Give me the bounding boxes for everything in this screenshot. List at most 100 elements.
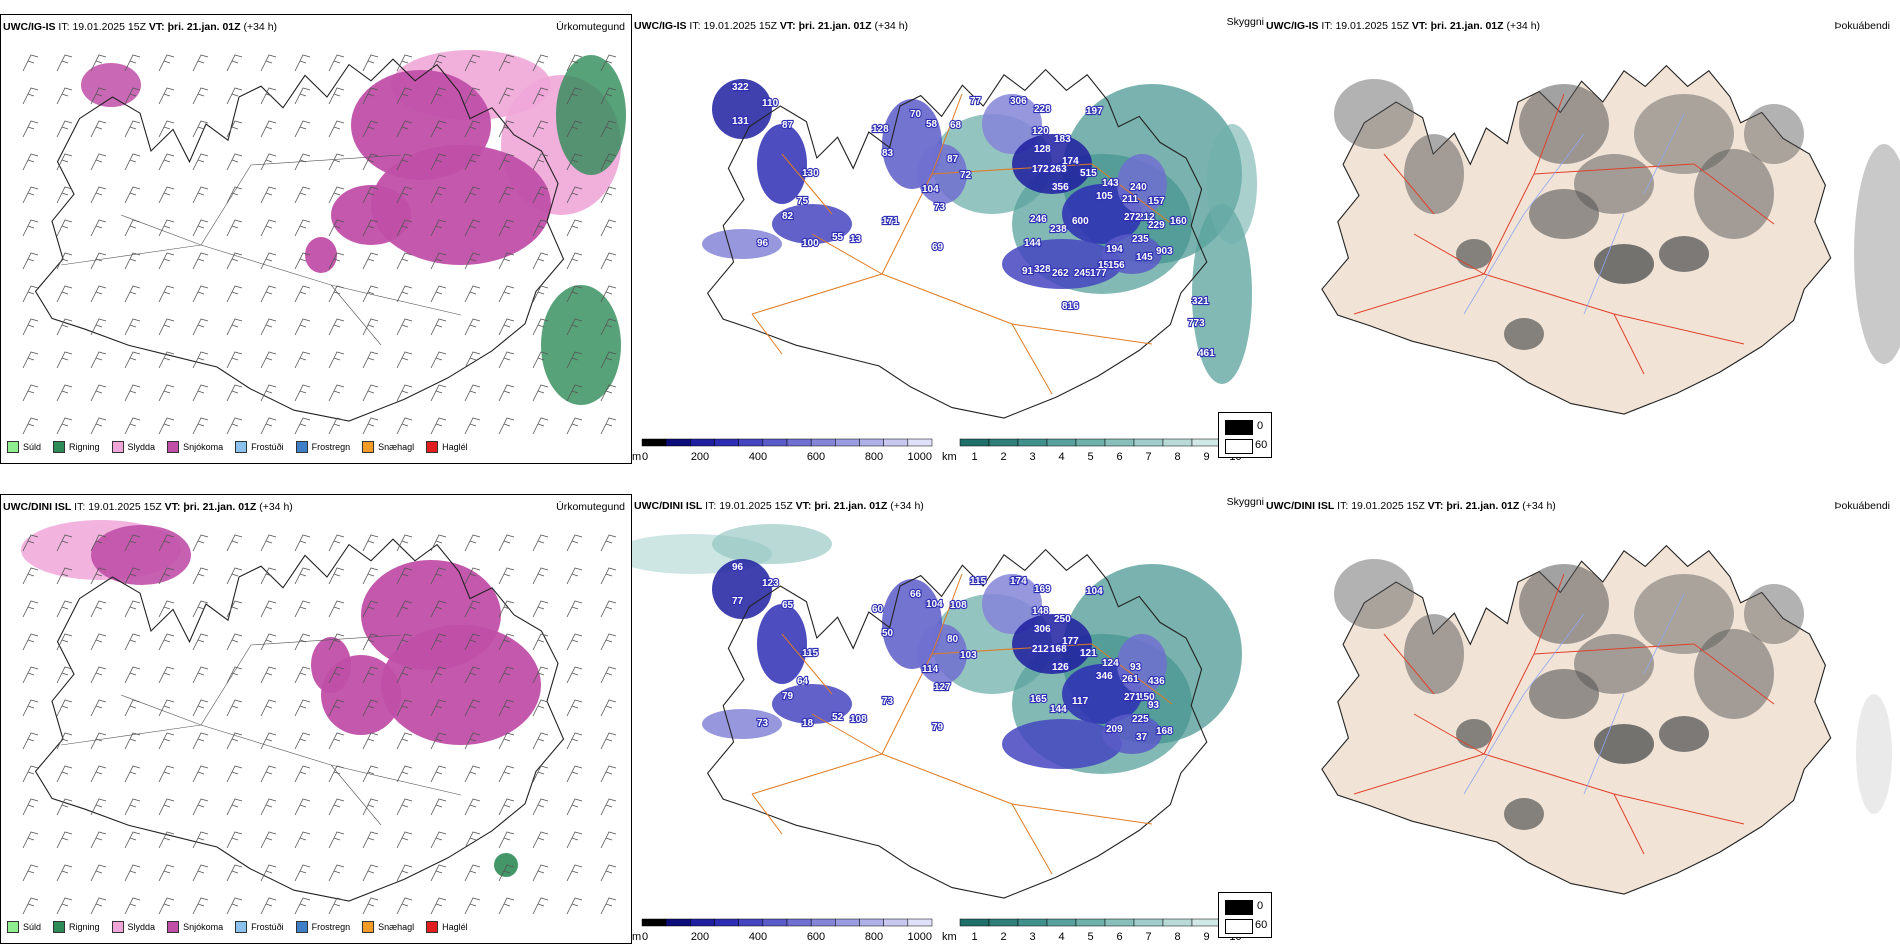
peak-label: 209 — [1106, 724, 1123, 735]
cloud-base-area — [1102, 714, 1162, 754]
wind-barb — [22, 54, 39, 72]
wind-barb — [498, 864, 515, 882]
fog-low-label: 0 — [1257, 900, 1264, 912]
colorbar-tick: 4 — [1058, 451, 1064, 463]
wind-barb — [430, 567, 447, 585]
peak-label: 73 — [882, 696, 894, 707]
road-network — [751, 93, 1173, 395]
wind-barb — [566, 534, 583, 552]
wind-barb — [532, 186, 549, 204]
river — [1523, 613, 1585, 695]
wind-barb — [260, 252, 277, 270]
wind-barb — [124, 765, 141, 783]
colorbar-segment — [883, 918, 909, 927]
wind-barb — [328, 534, 345, 552]
fog-index-panel-2: UWC/DINI ISL IT: 19.01.2025 15Z VT: þri.… — [1218, 494, 1900, 944]
wind-barb — [464, 351, 481, 369]
wind-barb — [22, 567, 39, 585]
cloud-base-area — [1117, 154, 1167, 214]
wind-barb — [158, 351, 175, 369]
colorbar-unit: m — [632, 451, 641, 463]
legend-swatch — [7, 921, 19, 933]
peak-label: 228 — [1034, 104, 1051, 115]
colorbar-unit: m — [632, 931, 641, 943]
cloud-base-shading — [702, 79, 1167, 289]
fog-low-label: 0 — [1257, 420, 1264, 432]
peak-label: 103 — [960, 650, 977, 661]
legend-swatch — [167, 441, 180, 453]
wind-barb — [396, 120, 413, 138]
wind-barb — [600, 351, 617, 369]
wind-barb — [566, 87, 583, 105]
wind-barb — [260, 897, 277, 915]
legend-item: Slydda — [111, 441, 155, 453]
wind-barb — [124, 351, 141, 369]
road — [1483, 173, 1535, 275]
wind-barb — [430, 765, 447, 783]
wind-barb — [294, 285, 311, 303]
precip-legend: Súld Rigning Slydda Snjókoma Frostúði Frostre… — [7, 441, 480, 453]
peak-label: 79 — [782, 691, 794, 702]
wind-barb — [90, 153, 107, 171]
colorbar-segment — [959, 438, 990, 447]
peak-label: 127 — [934, 682, 951, 693]
colorbar-segment — [835, 918, 860, 927]
peak-label: 461 — [1198, 348, 1215, 359]
peak-label: 79 — [932, 722, 944, 733]
legend-swatch — [167, 921, 180, 933]
peak-label: 131 — [732, 116, 749, 127]
wind-barb — [22, 732, 39, 750]
fog-area — [1529, 189, 1599, 239]
wind-barb — [294, 633, 311, 651]
wind-barb — [226, 153, 243, 171]
peak-label: 144 — [1024, 238, 1041, 249]
wind-barb — [532, 120, 549, 138]
wind-barb — [362, 897, 379, 915]
colorbar-segment — [714, 918, 739, 927]
colorbar-segment — [641, 918, 667, 927]
wind-barb — [90, 699, 107, 717]
wind-barb — [566, 285, 583, 303]
wind-barb — [430, 87, 447, 105]
wind-barb — [498, 567, 515, 585]
wind-barb — [566, 666, 583, 684]
wind-barb — [226, 666, 243, 684]
peak-label: 65 — [782, 600, 794, 611]
panel-type-label: Þokuábendi — [1834, 20, 1890, 32]
river — [1583, 693, 1625, 795]
cloud-base-area — [712, 79, 772, 139]
wind-barb — [124, 219, 141, 237]
wind-barb — [124, 831, 141, 849]
wind-barb — [294, 87, 311, 105]
wind-barb — [22, 384, 39, 402]
wind-barb — [226, 120, 243, 138]
road — [330, 284, 382, 346]
wind-barb — [362, 633, 379, 651]
snow-area — [311, 637, 351, 693]
wind-barb — [600, 384, 617, 402]
wind-barb — [464, 699, 481, 717]
peak-label: 110 — [762, 98, 779, 109]
wind-barb — [396, 384, 413, 402]
wind-barb — [56, 417, 73, 435]
river — [1463, 693, 1525, 795]
wind-barb — [430, 120, 447, 138]
coastline — [706, 68, 1208, 419]
wind-barb — [464, 87, 481, 105]
peak-label: 773 — [1188, 318, 1205, 329]
wind-barb — [566, 567, 583, 585]
colorbar-segment — [907, 918, 933, 927]
wind-barb — [158, 534, 175, 552]
wind-barb — [260, 384, 277, 402]
legend-swatch — [426, 921, 439, 933]
wind-barb — [396, 699, 413, 717]
wind-barb — [396, 765, 413, 783]
fog-area — [1594, 244, 1654, 284]
river — [1583, 213, 1625, 315]
peak-label: 143 — [1102, 178, 1119, 189]
colorbar-tick: 400 — [749, 931, 767, 943]
colorbar-segment — [665, 438, 691, 447]
wind-barb — [260, 120, 277, 138]
wind-barb — [226, 897, 243, 915]
snow-area — [305, 237, 337, 273]
